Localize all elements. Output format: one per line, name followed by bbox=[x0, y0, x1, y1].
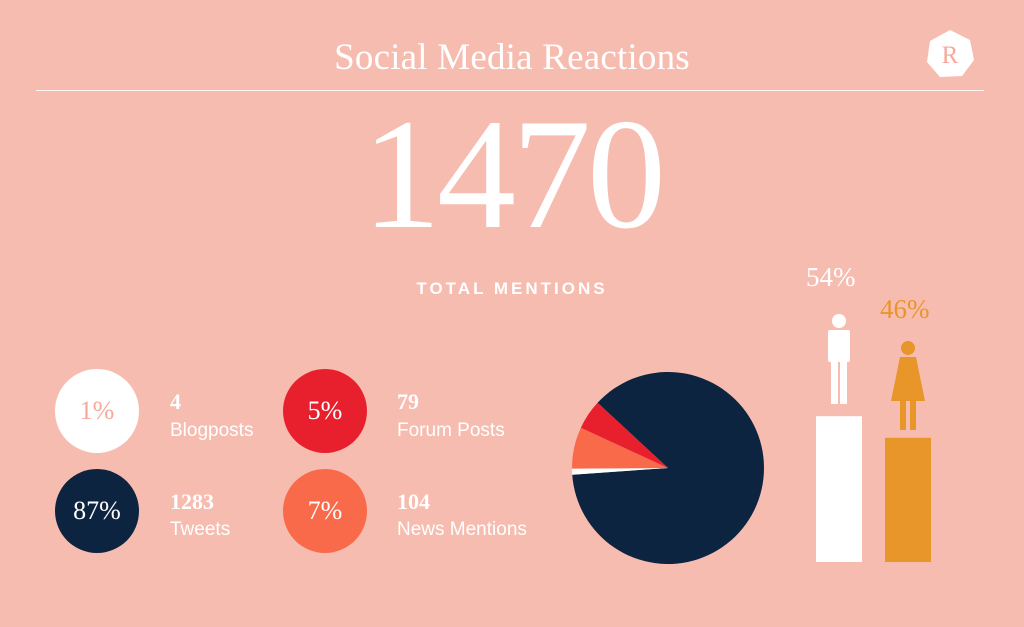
tweets-label: Tweets bbox=[170, 519, 231, 540]
mentions-pie-chart bbox=[572, 372, 764, 564]
female-figure-icon bbox=[891, 341, 925, 430]
tweets-count: 1283 bbox=[170, 489, 214, 514]
page-title: Social Media Reactions bbox=[334, 37, 690, 78]
total-mentions-label: TOTAL MENTIONS bbox=[416, 279, 608, 298]
news-mentions-percent-circle: 7% bbox=[283, 469, 367, 553]
forum-posts-label: Forum Posts bbox=[397, 420, 505, 441]
blogposts-label: Blogposts bbox=[170, 420, 254, 441]
blogposts-slice bbox=[572, 468, 668, 475]
male-bar bbox=[816, 416, 862, 562]
news-mentions-count: 104 bbox=[397, 489, 430, 514]
tweets-percent-circle: 87% bbox=[55, 469, 139, 553]
tweets-slice bbox=[572, 372, 764, 564]
logo-letter: R bbox=[942, 42, 959, 69]
blogposts-percent: 1% bbox=[79, 396, 115, 425]
female-percent-label: 46% bbox=[880, 294, 930, 324]
female-bar bbox=[885, 437, 931, 562]
news-mentions-label: News Mentions bbox=[397, 519, 527, 540]
gender-split-chart bbox=[816, 314, 931, 562]
forum-posts-percent: 5% bbox=[307, 396, 343, 425]
news-mentions-slice bbox=[572, 427, 668, 469]
tweets-percent: 87% bbox=[73, 496, 121, 525]
news-mentions-percent: 7% bbox=[307, 496, 343, 525]
male-percent-label: 54% bbox=[806, 262, 856, 292]
blogposts-percent-circle: 1% bbox=[55, 369, 139, 453]
male-figure-icon bbox=[828, 314, 850, 404]
forum-posts-count: 79 bbox=[397, 389, 419, 414]
title-divider bbox=[36, 90, 984, 91]
total-mentions-value: 1470 bbox=[362, 87, 666, 262]
forum-posts-slice bbox=[580, 402, 668, 468]
forum-posts-percent-circle: 5% bbox=[283, 369, 367, 453]
blogposts-count: 4 bbox=[170, 389, 181, 414]
brand-logo-icon: R bbox=[927, 30, 974, 77]
